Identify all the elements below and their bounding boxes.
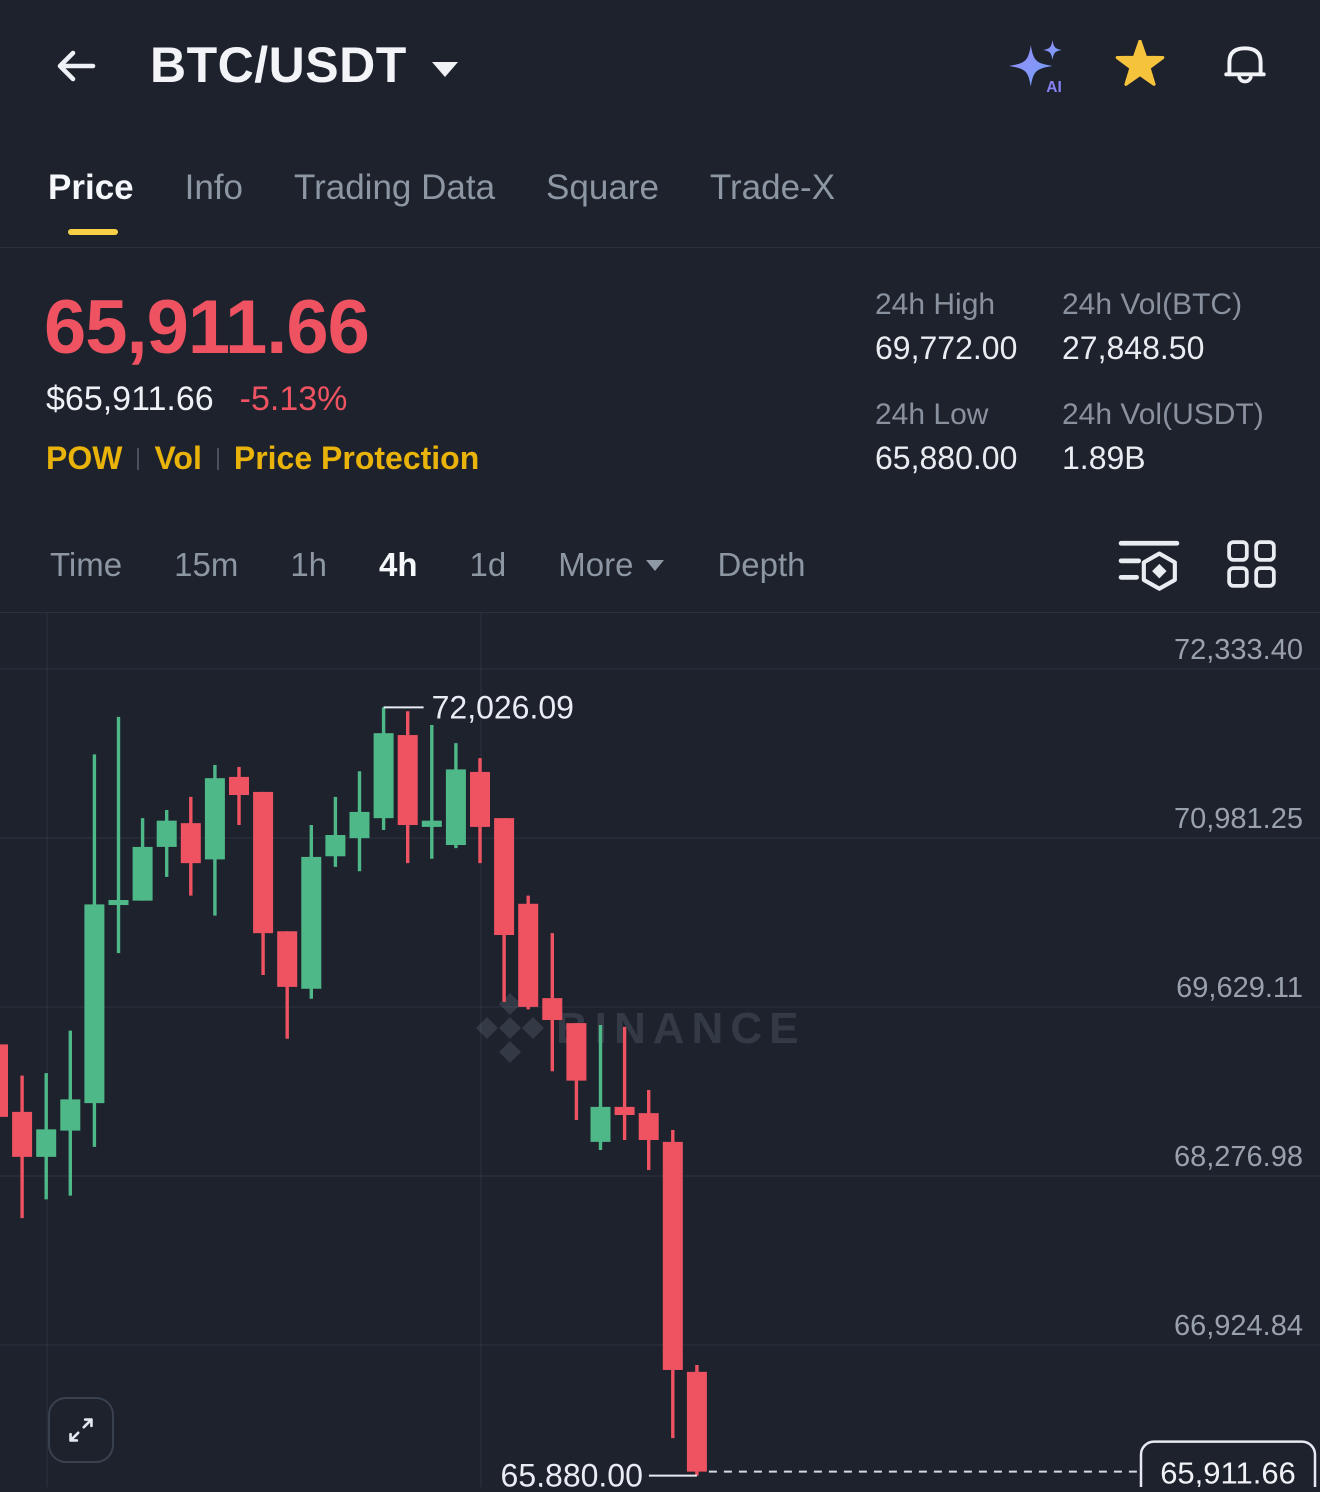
top-tabs: Price Info Trading Data Square Trade-X bbox=[48, 168, 835, 208]
ai-label: AI bbox=[1046, 79, 1062, 96]
stat-volusdt-label: 24h Vol(USDT) bbox=[1062, 398, 1264, 431]
tab-price[interactable]: Price bbox=[48, 168, 134, 207]
stat-low-value: 65,880.00 bbox=[875, 440, 1018, 476]
change-percent: -5.13% bbox=[239, 380, 348, 418]
svg-text:69,629.11: 69,629.11 bbox=[1176, 972, 1303, 1004]
stat-high-value: 69,772.00 bbox=[875, 330, 1018, 366]
fiat-price: $65,911.66 bbox=[46, 380, 214, 418]
depth-tab[interactable]: Depth bbox=[717, 546, 806, 583]
grid-icon bbox=[1227, 540, 1276, 588]
svg-text:65,880.00: 65,880.00 bbox=[501, 1458, 643, 1487]
fullscreen-button[interactable] bbox=[48, 1397, 114, 1463]
stat-volbtc-value: 27,848.50 bbox=[1062, 330, 1205, 366]
tag-badges: POW Vol Price Protection bbox=[46, 440, 479, 477]
back-button[interactable] bbox=[52, 44, 98, 93]
badge-divider bbox=[216, 447, 219, 470]
svg-text:68,276.98: 68,276.98 bbox=[1174, 1141, 1303, 1173]
chart-layout-button[interactable] bbox=[1226, 540, 1278, 593]
expand-icon bbox=[69, 1418, 93, 1442]
last-price: 65,911.66 bbox=[44, 285, 370, 370]
notifications-button[interactable] bbox=[1220, 40, 1270, 97]
tab-info[interactable]: Info bbox=[184, 168, 244, 207]
interval-time[interactable]: Time bbox=[50, 546, 123, 583]
price-subrow: $65,911.66 -5.13% bbox=[46, 380, 347, 419]
svg-text:72,026.09: 72,026.09 bbox=[432, 689, 574, 725]
interval-1d[interactable]: 1d bbox=[469, 546, 507, 583]
more-label: More bbox=[558, 546, 634, 583]
tab-trading-data[interactable]: Trading Data bbox=[294, 168, 496, 207]
svg-text:72,333.40: 72,333.40 bbox=[1174, 634, 1303, 666]
stat-high-label: 24h High bbox=[875, 288, 996, 321]
favorite-button[interactable] bbox=[1112, 39, 1168, 97]
badge-pow[interactable]: POW bbox=[46, 440, 123, 476]
active-tab-underline bbox=[68, 229, 118, 235]
svg-text:BINANCE: BINANCE bbox=[556, 1004, 805, 1053]
ai-sparkle-icon: AI bbox=[1009, 40, 1062, 96]
pair-title: BTC/USDT bbox=[150, 37, 407, 93]
interval-4h[interactable]: 4h bbox=[379, 546, 418, 583]
chevron-down-icon bbox=[432, 62, 458, 77]
tab-square[interactable]: Square bbox=[546, 168, 659, 207]
interval-15m[interactable]: 15m bbox=[174, 546, 239, 583]
chevron-down-icon bbox=[646, 559, 665, 571]
ai-assistant-button[interactable]: AI bbox=[1006, 38, 1068, 101]
badge-vol[interactable]: Vol bbox=[154, 440, 202, 476]
indicator-settings-icon bbox=[1118, 540, 1180, 591]
svg-text:70,981.25: 70,981.25 bbox=[1174, 803, 1303, 835]
interval-toolbar: Time 15m 1h 4h 1d More Depth bbox=[50, 546, 806, 584]
tabs-separator bbox=[0, 247, 1320, 248]
stat-volbtc-label: 24h Vol(BTC) bbox=[1062, 288, 1243, 321]
tab-trade-x[interactable]: Trade-X bbox=[709, 168, 836, 207]
pair-dropdown-button[interactable] bbox=[430, 60, 460, 83]
candlestick-chart-canvas: 72,333.40 70,981.25 69,629.11 68,276.98 66,9… bbox=[0, 613, 1320, 1492]
interval-1h[interactable]: 1h bbox=[290, 546, 328, 583]
bell-icon bbox=[1224, 46, 1266, 84]
back-arrow-icon bbox=[57, 50, 96, 82]
stat-low-label: 24h Low bbox=[875, 398, 989, 431]
svg-text:65,911.66: 65,911.66 bbox=[1160, 1456, 1296, 1487]
more-intervals-button[interactable]: More bbox=[558, 546, 665, 584]
svg-text:66,924.84: 66,924.84 bbox=[1174, 1310, 1303, 1342]
candlestick-chart[interactable]: 72,333.40 70,981.25 69,629.11 68,276.98 66,9… bbox=[0, 612, 1320, 1492]
indicators-button[interactable] bbox=[1118, 538, 1180, 599]
badge-price-protection[interactable]: Price Protection bbox=[233, 440, 480, 476]
star-icon bbox=[1115, 39, 1165, 86]
stat-volusdt-value: 1.89B bbox=[1062, 440, 1146, 476]
badge-divider bbox=[137, 447, 140, 470]
